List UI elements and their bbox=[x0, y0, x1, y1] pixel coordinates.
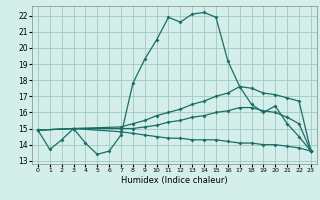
X-axis label: Humidex (Indice chaleur): Humidex (Indice chaleur) bbox=[121, 176, 228, 185]
